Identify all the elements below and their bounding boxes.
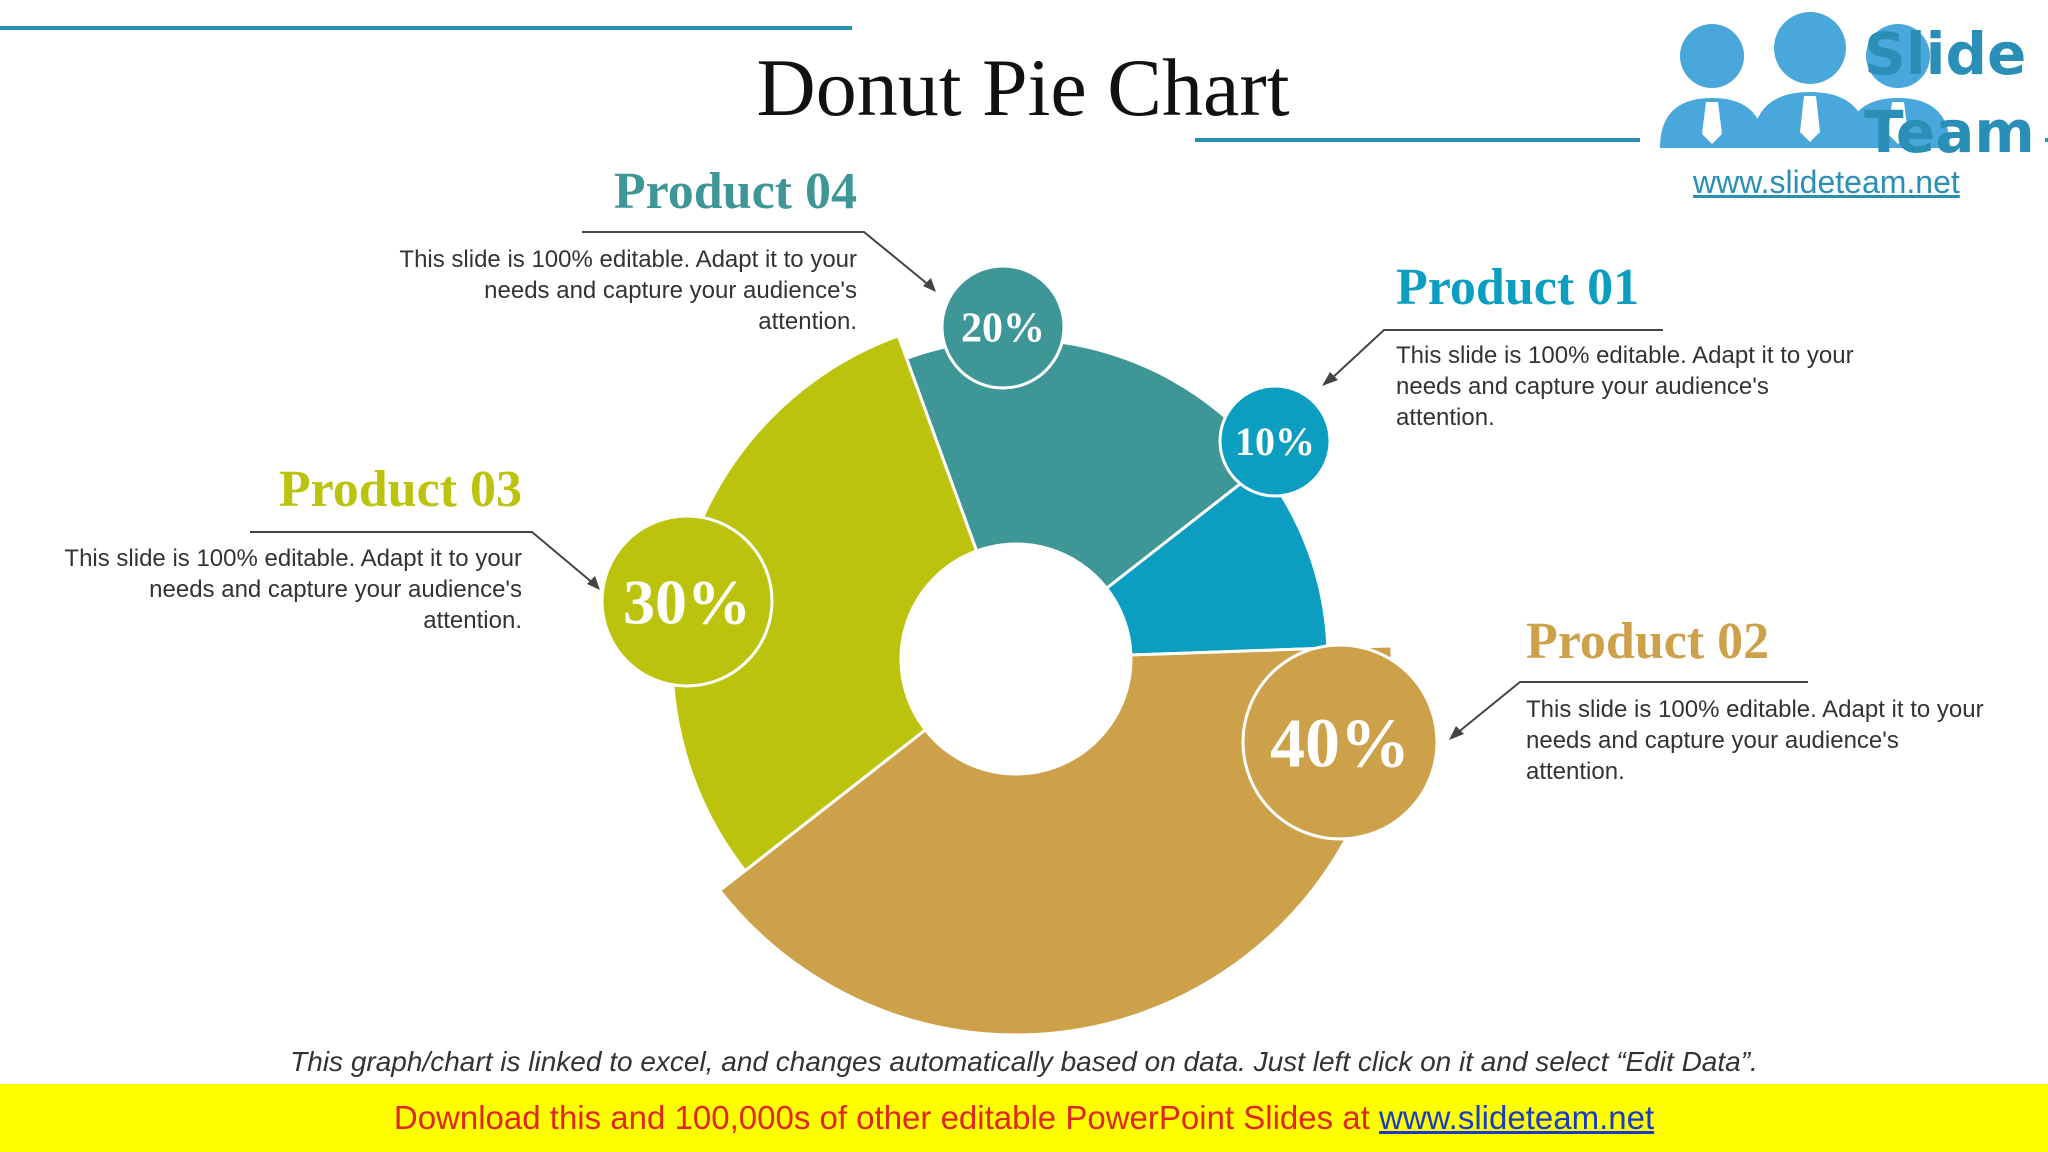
people-icon	[1640, 6, 2045, 202]
page-title: Donut Pie Chart	[756, 42, 1290, 133]
logo-word-slide: Slide	[1864, 20, 2027, 88]
product-02-title: Product 02	[1526, 613, 1770, 670]
logo-word-team: Team	[1864, 98, 2035, 166]
leader-line-product-03	[250, 531, 595, 585]
leader-line-product-04	[582, 231, 931, 287]
product-04-description: This slide is 100% editable. Adapt it to…	[399, 246, 857, 335]
product-03-description: This slide is 100% editable. Adapt it to…	[64, 545, 522, 634]
product-02-description: This slide is 100% editable. Adapt it to…	[1526, 696, 1984, 785]
arrowhead-product-02	[1449, 726, 1464, 740]
download-banner[interactable]: Download this and 100,000s of other edit…	[0, 1084, 2048, 1152]
leader-line-product-02	[1455, 681, 1808, 735]
slideteam-logo[interactable]: Slide Team	[1640, 6, 2045, 202]
percent-label-product-02: 40%	[1270, 706, 1410, 783]
header-rule-right	[1195, 138, 2048, 142]
arrowhead-product-04	[923, 278, 936, 292]
percent-label-product-01: 10%	[1235, 419, 1315, 464]
header-rule-left	[0, 26, 852, 30]
percent-badge-product-04	[940, 264, 1066, 390]
donut-chart: 10% 40% 30% 20%	[250, 231, 1808, 1037]
percent-label-product-04: 20%	[961, 306, 1045, 352]
product-04-title: Product 04	[613, 163, 857, 220]
percent-badge-product-01	[1218, 384, 1332, 498]
product-01-description: This slide is 100% editable. Adapt it to…	[1396, 342, 1854, 431]
percent-badge-product-02	[1241, 643, 1439, 841]
percent-badge-product-03	[600, 514, 774, 688]
product-03-title: Product 03	[278, 461, 522, 518]
banner-url[interactable]: www.slideteam.net	[1379, 1099, 1655, 1136]
banner-text: Download this and 100,000s of other edit…	[393, 1099, 1370, 1136]
product-01-title: Product 01	[1396, 259, 1640, 316]
percent-label-product-03: 30%	[623, 566, 751, 637]
leader-line-product-01	[1329, 329, 1663, 381]
chart-footnote: This graph/chart is linked to excel, and…	[290, 1046, 1758, 1077]
logo-url[interactable]: www.slideteam.net	[1693, 164, 1960, 200]
donut-hole	[901, 544, 1131, 774]
arrowhead-product-01	[1322, 372, 1338, 386]
arrowhead-product-03	[587, 576, 600, 590]
